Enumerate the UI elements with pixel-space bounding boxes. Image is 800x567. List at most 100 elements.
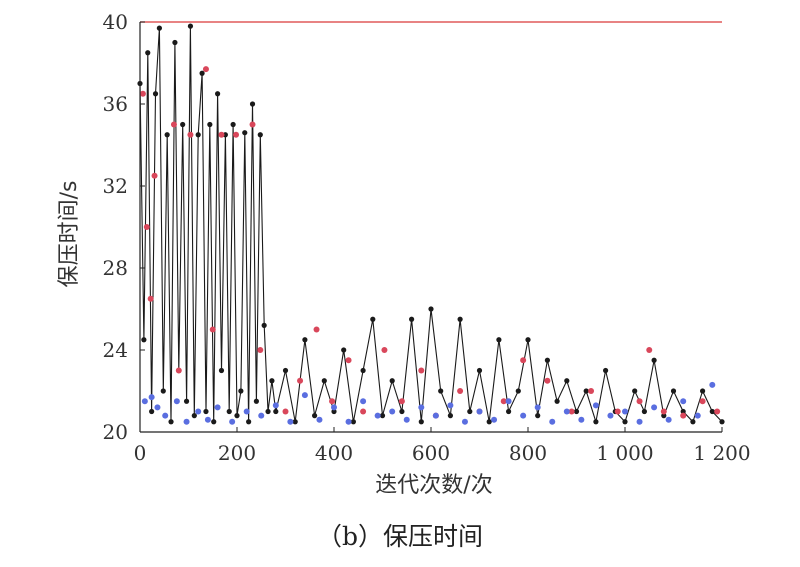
data-point (457, 316, 463, 322)
data-point (162, 412, 169, 419)
data-point (360, 408, 367, 415)
data-point (389, 378, 395, 384)
data-point (660, 408, 667, 415)
data-point (218, 367, 225, 374)
data-point (173, 398, 180, 405)
data-point (234, 413, 240, 419)
data-point (486, 419, 492, 425)
data-point (287, 418, 294, 425)
data-point (719, 419, 725, 425)
data-point (447, 413, 453, 419)
data-point (187, 23, 194, 29)
data-point (680, 408, 686, 415)
data-point (500, 398, 507, 405)
data-point (141, 398, 148, 405)
data-point (195, 132, 201, 138)
data-point (282, 408, 289, 415)
data-point (164, 132, 170, 138)
data-point (700, 388, 706, 394)
data-point (183, 418, 190, 425)
x-tick-label: 400 (315, 441, 353, 465)
data-point (428, 306, 434, 312)
data-point (592, 402, 599, 409)
data-point (535, 413, 541, 419)
data-point (614, 408, 621, 415)
data-point (646, 347, 653, 353)
data-point (257, 347, 264, 353)
x-ticks: 0 200 400 600 800 1 000 1 200 (134, 427, 751, 465)
data-point (331, 404, 337, 411)
data-point (242, 130, 248, 136)
data-point (360, 398, 367, 405)
data-point (203, 408, 209, 415)
y-axis-title: 保压时间/s (57, 181, 82, 288)
data-point (544, 377, 551, 384)
x-tick-label: 1 200 (693, 441, 750, 465)
data-point (476, 367, 483, 374)
data-point (195, 408, 202, 415)
data-point (690, 419, 696, 425)
data-point (583, 388, 589, 394)
data-point (694, 412, 701, 419)
series-line (139, 26, 723, 423)
data-point (215, 91, 221, 97)
data-point (699, 398, 706, 405)
data-point (243, 408, 250, 415)
data-point (568, 408, 575, 415)
data-point (187, 131, 194, 138)
data-point (573, 408, 580, 415)
data-point (389, 408, 396, 415)
data-point (360, 367, 366, 374)
data-point (525, 337, 531, 343)
data-point (149, 408, 155, 415)
data-point (249, 121, 256, 128)
data-point (398, 398, 405, 405)
y-tick-label: 24 (103, 338, 128, 362)
data-point (491, 416, 498, 423)
data-point (506, 408, 512, 415)
data-point (554, 398, 560, 404)
data-point (680, 412, 687, 419)
data-point (603, 367, 609, 374)
data-point (211, 419, 217, 425)
data-point (578, 416, 585, 423)
data-point (145, 50, 151, 56)
data-point (636, 398, 643, 405)
data-point (258, 412, 265, 419)
data-point (544, 357, 551, 363)
data-point (272, 402, 279, 409)
data-point (632, 388, 638, 394)
data-point (199, 70, 205, 76)
data-point (549, 418, 556, 425)
data-point (229, 418, 236, 425)
data-point (661, 413, 667, 419)
data-point (183, 398, 190, 404)
series-layer (137, 21, 725, 425)
data-point (331, 408, 337, 415)
data-point (432, 412, 439, 419)
y-ticks: 20 24 28 32 36 40 (103, 10, 145, 444)
data-point (670, 388, 677, 394)
data-point (374, 412, 381, 419)
data-point (147, 295, 154, 302)
data-point (505, 398, 512, 405)
data-point (496, 337, 502, 343)
data-point (593, 419, 599, 425)
data-point (160, 388, 166, 394)
data-point (370, 316, 376, 322)
data-point (175, 367, 182, 374)
data-point (381, 347, 388, 353)
data-point (238, 388, 244, 394)
data-point (226, 408, 232, 415)
data-point (341, 347, 347, 353)
data-point (379, 413, 386, 419)
data-point (622, 419, 628, 425)
x-tick-label: 1 000 (596, 441, 653, 465)
data-point (651, 357, 657, 363)
data-point (292, 419, 298, 425)
data-point (409, 316, 415, 322)
data-point (350, 419, 356, 425)
y-tick-label: 36 (103, 92, 128, 116)
data-point (218, 131, 225, 138)
